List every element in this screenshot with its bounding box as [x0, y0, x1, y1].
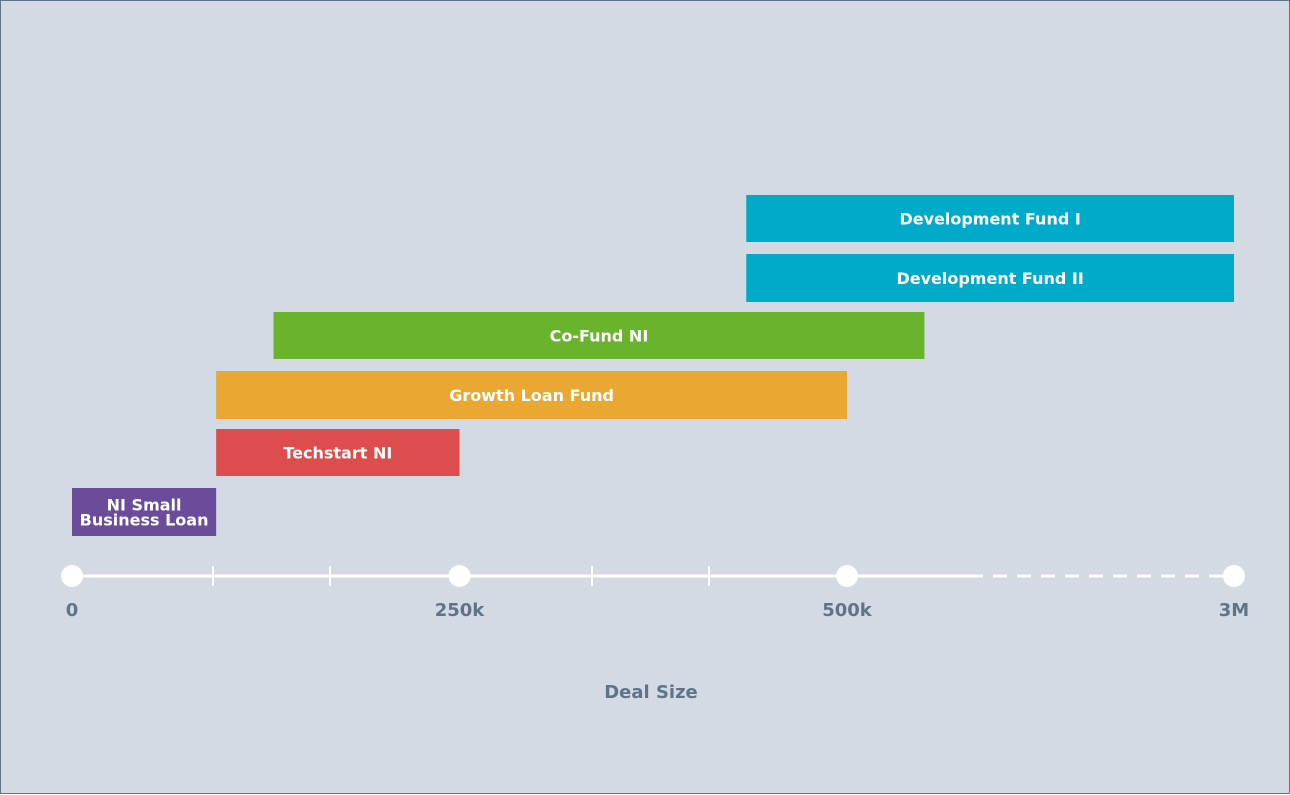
- x-tick-label: 250k: [435, 600, 486, 621]
- bar-label: NI Small Business Loan: [80, 496, 209, 530]
- bar-label: Development Fund II: [896, 269, 1083, 288]
- axis-major-tick: [836, 565, 858, 587]
- range-bar: [216, 429, 460, 476]
- range-bar: [216, 371, 847, 419]
- bar-label: Co-Fund NI: [550, 327, 649, 346]
- axis-major-tick: [448, 565, 471, 587]
- bar-label: Development Fund I: [899, 210, 1080, 229]
- bars-layer: Development Fund I Development Fund II Co-…: [72, 195, 1234, 536]
- x-axis: 0 250k 500k 3M: [61, 565, 1249, 621]
- range-bar: [746, 254, 1234, 302]
- bar-label: Techstart NI: [283, 444, 392, 463]
- range-bar: [746, 195, 1234, 242]
- x-tick-label: 500k: [822, 600, 873, 621]
- x-tick-label: 3M: [1219, 600, 1249, 621]
- axis-major-tick: [61, 565, 83, 587]
- x-tick-label: 0: [66, 600, 79, 621]
- x-axis-title: Deal Size: [604, 682, 698, 703]
- axis-major-tick: [1223, 565, 1245, 587]
- range-bar: [72, 488, 217, 536]
- range-bar: [273, 312, 925, 359]
- bar-label: Growth Loan Fund: [449, 386, 614, 405]
